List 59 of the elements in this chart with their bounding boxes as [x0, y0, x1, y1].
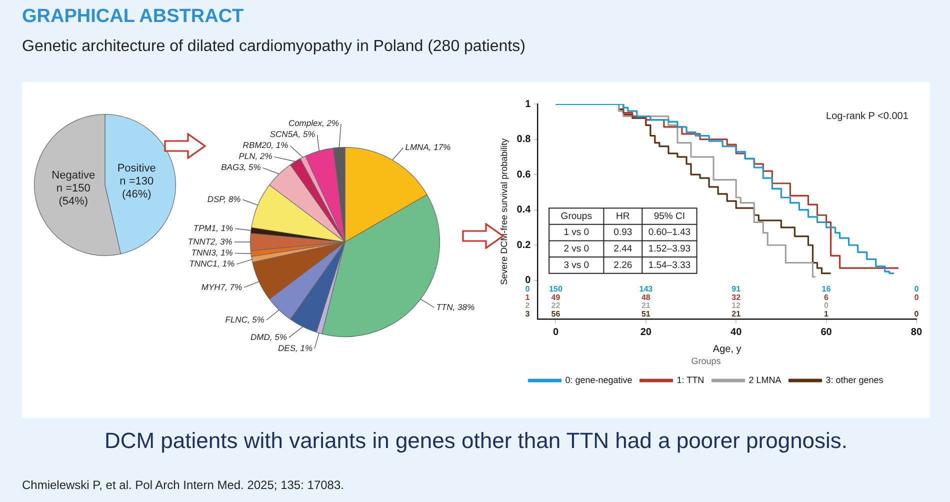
annotation: 95% CI	[654, 210, 686, 222]
slice-label: LMNA, 17%	[405, 142, 452, 152]
y-tick-label: 0	[525, 275, 532, 286]
annotation: 2.44	[614, 243, 632, 254]
annotation: 2 vs 0	[564, 243, 590, 254]
x-tick-label: 20	[640, 326, 652, 338]
slice-label: RBM20, 1%	[242, 140, 289, 150]
y-tick-label: 0.2	[516, 240, 532, 251]
legend-label: 0: gene-negative	[565, 374, 632, 385]
text: Genetic architecture of dilated cardiomyopathy in Poland (280 patients)	[22, 38, 526, 56]
legend-label: 3: other genes	[826, 374, 884, 385]
slice-label: Complex, 2%	[288, 118, 340, 128]
y-axis-title: Severe DCM-free survival probability	[498, 138, 509, 285]
x-tick-label: 40	[730, 326, 742, 338]
y-tick-label: 0.6	[516, 169, 532, 180]
annotation: 1 vs 0	[564, 227, 590, 238]
x-tick-label: 80	[910, 326, 922, 338]
slice-label: PLN, 2%	[238, 151, 273, 162]
annotation: Groups	[560, 210, 592, 222]
y-tick-label: 0.8	[516, 134, 532, 146]
chart-title: GRAPHICAL ABSTRACT	[22, 6, 244, 28]
text: 3 56 51 21 1 0	[525, 309, 919, 318]
y-tick-label: 1	[525, 98, 532, 110]
data-label: n =130 (46%)	[120, 175, 154, 200]
annotation: 0.93	[614, 227, 632, 238]
slice-label: Negative	[52, 170, 96, 182]
annotation: 3 vs 0	[564, 260, 590, 271]
slice-label: BAG3, 5%	[221, 162, 262, 172]
annotation: 0.60–1.43	[648, 227, 691, 238]
slice-label: TTN, 38%	[436, 302, 475, 312]
text: 0 150 143 91 16 0	[525, 284, 919, 294]
x-axis-title: Age, y	[712, 344, 742, 355]
annotation: HR	[616, 210, 630, 222]
slice-label: DES, 1%	[278, 342, 313, 353]
data-label: n =150 (54%)	[56, 182, 90, 208]
text: 1 49 48 32 6 0	[525, 292, 919, 302]
slice-label: Positive	[117, 162, 156, 174]
text: DCM patients with variants in genes other than TTN had a poorer prognosis.	[103, 428, 849, 454]
annotation: 1.54–3.33	[648, 260, 691, 271]
annotation: Log-rank P <0.001	[826, 110, 909, 122]
x-tick-label: 0	[552, 326, 559, 338]
slice-label: DMD, 5%	[250, 332, 288, 342]
x-tick-label: 60	[820, 326, 832, 338]
legend-label: 1: TTN	[676, 374, 704, 385]
slice-label: TPM1, 1%	[193, 223, 234, 233]
slice-label: FLNC, 5%	[225, 314, 265, 324]
slice-label: MYH7, 7%	[201, 282, 242, 292]
slice-label: TNNI3, 1%	[191, 248, 234, 258]
annotation: 1.52–3.93	[648, 243, 691, 254]
text: Chmielewski P, et al. Pol Arch Intern Med. 2025; 135: 17083.	[22, 478, 344, 492]
slice-label: TNNC1, 1%	[189, 258, 235, 269]
legend-title: Groups	[691, 356, 722, 366]
y-tick-label: 0.4	[516, 204, 532, 216]
annotation: 2.26	[614, 260, 632, 271]
text: 2 22 21 12 0	[525, 301, 828, 310]
slice-label: DSP, 8%	[207, 194, 242, 204]
legend-label: 2 LMNA	[748, 374, 782, 385]
slice-label: TNNT2, 3%	[188, 236, 233, 246]
slice-label: SCN5A, 5%	[270, 129, 316, 140]
